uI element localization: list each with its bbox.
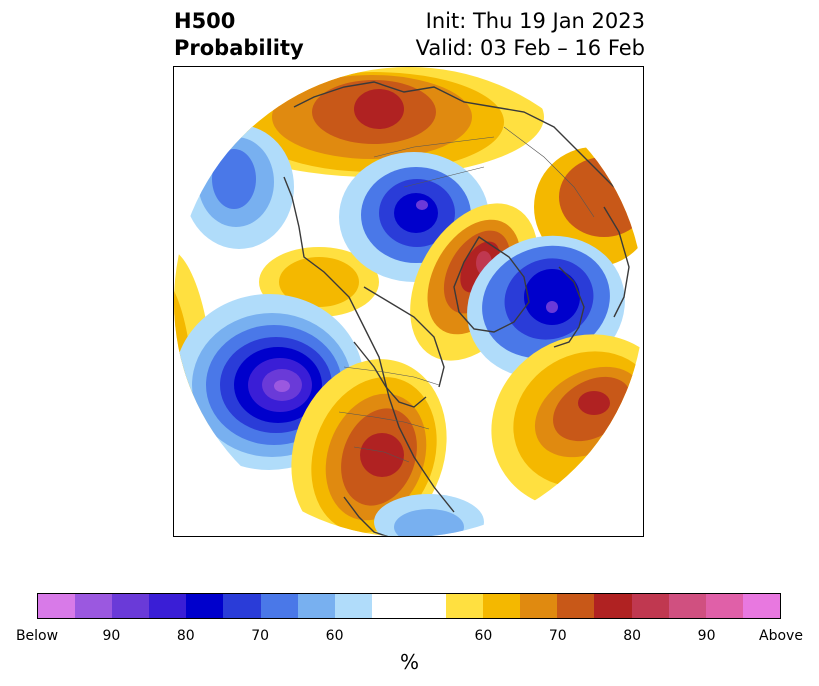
- colorbar-segment: [297, 594, 335, 618]
- colorbar-tick-label: 70: [548, 628, 567, 644]
- colorbar-segment: [334, 594, 372, 618]
- colorbar-tick-label: Below: [15, 628, 59, 644]
- colorbar-ticks: Below 90 80 70 60 60 70 80 90 Above: [0, 628, 819, 648]
- colorbar-tick-label: 90: [102, 628, 121, 644]
- colorbar-tick-label: Above: [759, 628, 803, 644]
- colorbar-segment: [742, 594, 780, 618]
- colorbar-segment: [705, 594, 743, 618]
- colorbar-segment: [483, 594, 521, 618]
- political-borders: [338, 126, 595, 463]
- colorbar-tick-label: 80: [176, 628, 195, 644]
- colorbar-segment: [112, 594, 150, 618]
- colorbar-segment: [38, 594, 76, 618]
- colorbar-tick-label: 60: [474, 628, 493, 644]
- colorbar-segment: [557, 594, 595, 618]
- colorbar-segment: [186, 594, 224, 618]
- anomaly-subtropical-atlantic: [374, 494, 484, 536]
- colorbar-unit-label: %: [399, 650, 419, 674]
- coastlines: [283, 81, 630, 536]
- colorbar-segment: [520, 594, 558, 618]
- title-valid-range: Valid: 03 Feb – 16 Feb: [415, 36, 645, 60]
- colorbar-segment: [260, 594, 298, 618]
- anomaly-northwest: [184, 125, 294, 249]
- map-panel: [173, 66, 644, 537]
- colorbar-tick-label: 80: [623, 628, 642, 644]
- anomaly-north-pacific: [174, 294, 364, 470]
- title-right: Init: Thu 19 Jan 2023 Valid: 03 Feb – 16…: [416, 8, 645, 62]
- colorbar-segment: [149, 594, 187, 618]
- colorbar-tick-label: 70: [251, 628, 270, 644]
- title-variable: H500: [174, 9, 236, 33]
- probability-map: [174, 67, 643, 536]
- colorbar-segment: [446, 594, 484, 618]
- colorbar-segment: [594, 594, 632, 618]
- colorbar-segment: [668, 594, 706, 618]
- colorbar-tick-label: 60: [325, 628, 344, 644]
- colorbar-segment: [75, 594, 113, 618]
- title-left: H500 Probability: [174, 8, 304, 62]
- colorbar-segment: [223, 594, 261, 618]
- title-init-date: Init: Thu 19 Jan 2023: [425, 9, 645, 33]
- colorbar-segment: [371, 594, 447, 618]
- colorbar-segment: [631, 594, 669, 618]
- colorbar-tick-label: 90: [697, 628, 716, 644]
- title-type: Probability: [174, 36, 304, 60]
- colorbar: [37, 593, 781, 619]
